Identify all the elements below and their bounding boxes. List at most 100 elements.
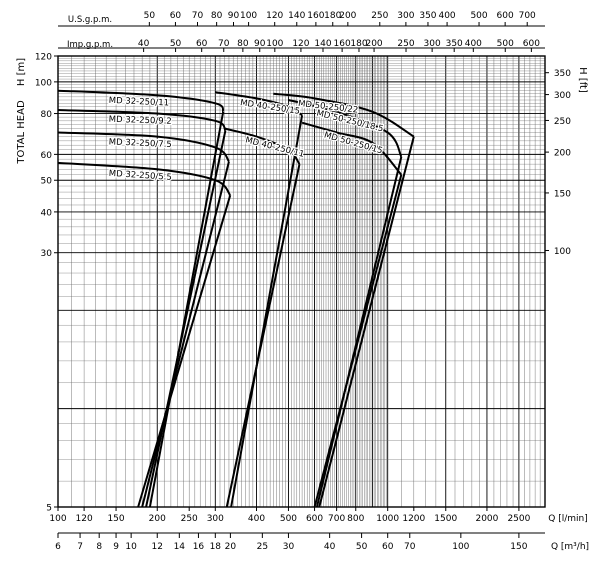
cutoff-line (148, 111, 225, 508)
usgpm-tick-label: 120 (266, 11, 283, 21)
x-tick-label: 200 (149, 514, 166, 524)
y2-tick-label: 200 (554, 149, 571, 159)
y-tick-label: 40 (41, 208, 53, 218)
x-tick-label: 1000 (376, 514, 399, 524)
cutoff-line (318, 136, 415, 508)
y2-tick-label: 150 (554, 189, 571, 199)
x-tick-label: 400 (248, 514, 265, 524)
m3h-tick-label: 14 (174, 542, 186, 552)
curve-MD-50-250-15 (301, 121, 403, 176)
impgpm-tick-label: 50 (170, 39, 182, 49)
impgpm-tick-label: 70 (218, 39, 230, 49)
curve-label: MD 40-250/11 (244, 135, 305, 160)
usgpm-tick-label: 250 (371, 11, 388, 21)
m3h-tick-label: 25 (257, 542, 268, 552)
curve-label: MD 32-250/9.2 (109, 115, 172, 127)
plot-frame (57, 55, 546, 508)
usgpm-tick-label: 200 (339, 11, 356, 21)
cutoff-line (137, 194, 232, 508)
m3h-tick-label: 150 (510, 542, 527, 552)
x-tick-label: 600 (306, 514, 323, 524)
y-tick-label: 100 (35, 78, 52, 88)
y-tick-label: 60 (41, 151, 53, 161)
usgpm-label: U.S.g.p.m. (68, 15, 112, 25)
m3h-tick-label: 10 (125, 542, 137, 552)
y-tick-label: 5 (46, 504, 52, 514)
x-tick-label: 700 (328, 514, 345, 524)
m3h-tick-label: 8 (96, 542, 102, 552)
x-tick-label: 1500 (434, 514, 457, 524)
curve-MD-50-250-22 (273, 92, 415, 138)
axes: 5 30 40 50 60 80 100 120 H [m] TOTAL HEAD 100 150 20… (16, 11, 589, 552)
impgpm-tick-label: 120 (292, 39, 309, 49)
m3h-tick-label: 7 (77, 542, 83, 552)
curve-MD-32-250-11 (57, 89, 225, 113)
usgpm-tick-label: 160 (307, 11, 324, 21)
m3h-tick-label: 100 (452, 542, 469, 552)
m3h-tick-label: 70 (404, 542, 416, 552)
y-axis-label: TOTAL HEAD (16, 100, 27, 165)
y-tick-label: 30 (41, 249, 53, 259)
impgpm-tick-label: 140 (314, 39, 331, 49)
x-tick-label: 120 (76, 514, 93, 524)
m3h-tick-label: 20 (225, 542, 237, 552)
usgpm-tick-label: 50 (144, 11, 156, 21)
x-tick-label: 1200 (402, 514, 425, 524)
x2-axis-label: Q [m³/h] (551, 542, 589, 552)
impgpm-tick-label: 500 (497, 39, 514, 49)
impgpm-tick-label: 180 (350, 39, 367, 49)
grid (57, 55, 546, 508)
x-tick-label: 250 (181, 514, 198, 524)
impgpm-tick-label: 300 (424, 39, 441, 49)
m3h-tick-label: 6 (55, 542, 61, 552)
usgpm-tick-label: 60 (170, 11, 182, 21)
usgpm-tick-label: 180 (324, 11, 341, 21)
curve-MD-50-250-18-5 (288, 99, 403, 158)
y-tick-label: 120 (35, 53, 52, 63)
x-tick-label: 100 (49, 514, 66, 524)
cutoff-line (315, 156, 403, 508)
impgpm-tick-label: 350 (446, 39, 463, 49)
usgpm-tick-label: 90 (228, 11, 240, 21)
impgpm-tick-label: 100 (266, 39, 283, 49)
curve-label: MD 32-250/11 (109, 96, 170, 109)
m3h-tick-label: 9 (113, 542, 119, 552)
y-tick-label: 80 (41, 110, 53, 120)
impgpm-label: Imp.g.p.m. (67, 40, 113, 50)
x-tick-label: 300 (207, 514, 224, 524)
impgpm-tick-label: 90 (254, 39, 266, 49)
y2-axis-label: H [ft] (577, 67, 588, 93)
usgpm-tick-label: 350 (419, 11, 436, 21)
cutoff-line (141, 161, 230, 508)
cutoff-line (230, 115, 304, 508)
usgpm-tick-label: 70 (192, 11, 204, 21)
impgpm-tick-label: 400 (465, 39, 482, 49)
m3h-tick-label: 50 (356, 542, 368, 552)
x-tick-label: 500 (280, 514, 297, 524)
x-tick-label: 800 (347, 514, 364, 524)
m3h-tick-label: 30 (283, 542, 295, 552)
impgpm-tick-label: 160 (334, 39, 351, 49)
usgpm-tick-label: 300 (397, 11, 414, 21)
pump-curves (57, 89, 415, 508)
usgpm-tick-label: 600 (497, 11, 514, 21)
impgpm-tick-label: 250 (397, 39, 414, 49)
m3h-tick-label: 16 (193, 542, 205, 552)
y-axis-unit: H [m] (16, 58, 27, 86)
y2-tick-label: 300 (554, 91, 571, 101)
curve-MD-32-250-5-5 (57, 161, 232, 196)
impgpm-tick-label: 80 (237, 39, 249, 49)
y2-tick-label: 250 (554, 117, 571, 127)
y-tick-label: 50 (41, 177, 53, 187)
m3h-tick-label: 18 (210, 542, 222, 552)
m3h-tick-label: 40 (324, 542, 336, 552)
usgpm-tick-label: 500 (470, 11, 487, 21)
curve-label: MD 50-250/15 (323, 130, 384, 156)
impgpm-tick-label: 60 (196, 39, 208, 49)
m3h-tick-label: 60 (382, 542, 394, 552)
curve-MD-32-250-7-5 (57, 131, 230, 163)
curve-label: MD 32-250/7.5 (109, 137, 172, 150)
usgpm-tick-label: 400 (438, 11, 455, 21)
x-tick-label: 150 (107, 514, 124, 524)
